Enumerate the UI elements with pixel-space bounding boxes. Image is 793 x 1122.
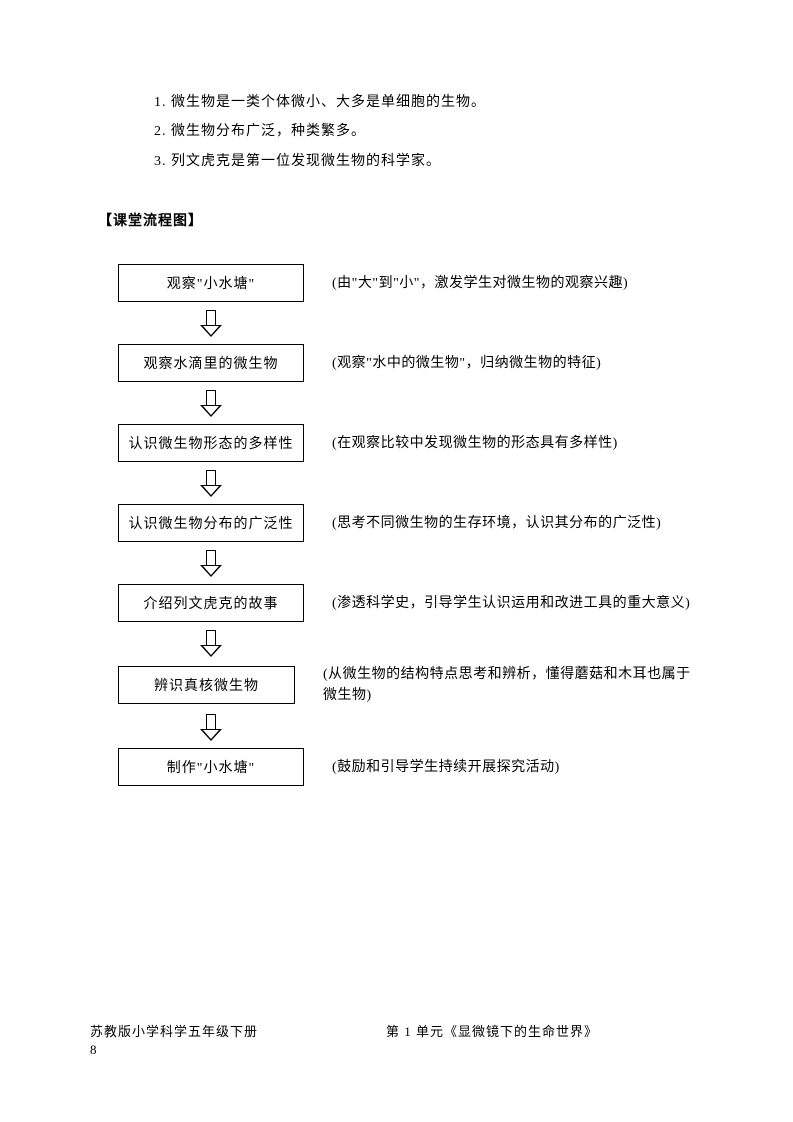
footer-book-title: 苏教版小学科学五年级下册 [90, 1021, 258, 1040]
page-number: 8 [90, 1042, 703, 1058]
numbered-list: 1. 微生物是一类个体微小、大多是单细胞的生物。 2. 微生物分布广泛，种类繁多… [90, 88, 703, 176]
flow-description: (鼓励和引导学生持续开展探究活动) [332, 757, 560, 778]
flow-step: 观察"小水塘" (由"大"到"小"，激发学生对微生物的观察兴趣) [118, 264, 703, 302]
flow-box: 制作"小水塘" [118, 748, 304, 786]
flow-box: 认识微生物分布的广泛性 [118, 504, 304, 542]
flow-arrow [118, 462, 304, 504]
flow-step: 认识微生物分布的广泛性 (思考不同微生物的生存环境，认识其分布的广泛性) [118, 504, 703, 542]
flow-description: (从微生物的结构特点思考和辨析，懂得蘑菇和木耳也属于微生物) [323, 664, 703, 706]
flow-box: 认识微生物形态的多样性 [118, 424, 304, 462]
flow-description: (由"大"到"小"，激发学生对微生物的观察兴趣) [332, 273, 628, 294]
list-item: 3. 列文虎克是第一位发现微生物的科学家。 [154, 147, 703, 176]
list-item: 2. 微生物分布广泛，种类繁多。 [154, 117, 703, 146]
flow-step: 制作"小水塘" (鼓励和引导学生持续开展探究活动) [118, 748, 703, 786]
page-footer: 苏教版小学科学五年级下册 第 1 单元《显微镜下的生命世界》 8 [90, 1021, 703, 1058]
flow-arrow [118, 542, 304, 584]
list-item: 1. 微生物是一类个体微小、大多是单细胞的生物。 [154, 88, 703, 117]
flow-description: (渗透科学史，引导学生认识运用和改进工具的重大意义) [332, 593, 690, 614]
section-heading: 【课堂流程图】 [98, 210, 703, 230]
flow-box: 观察水滴里的微生物 [118, 344, 304, 382]
flow-box: 介绍列文虎克的故事 [118, 584, 304, 622]
flow-arrow [118, 622, 304, 664]
flow-arrow [118, 302, 304, 344]
flow-arrow [118, 382, 304, 424]
footer-unit-title: 第 1 单元《显微镜下的生命世界》 [386, 1021, 598, 1040]
flow-step: 观察水滴里的微生物 (观察"水中的微生物"，归纳微生物的特征) [118, 344, 703, 382]
flow-box: 观察"小水塘" [118, 264, 304, 302]
flow-description: (观察"水中的微生物"，归纳微生物的特征) [332, 353, 601, 374]
flow-step: 介绍列文虎克的故事 (渗透科学史，引导学生认识运用和改进工具的重大意义) [118, 584, 703, 622]
flow-box: 辨识真核微生物 [118, 666, 295, 704]
flow-step: 认识微生物形态的多样性 (在观察比较中发现微生物的形态具有多样性) [118, 424, 703, 462]
flow-arrow [118, 706, 304, 748]
flow-step: 辨识真核微生物 (从微生物的结构特点思考和辨析，懂得蘑菇和木耳也属于微生物) [118, 664, 703, 706]
flowchart: 观察"小水塘" (由"大"到"小"，激发学生对微生物的观察兴趣) 观察水滴里的微… [118, 264, 703, 786]
flow-description: (思考不同微生物的生存环境，认识其分布的广泛性) [332, 513, 661, 534]
flow-description: (在观察比较中发现微生物的形态具有多样性) [332, 433, 618, 454]
